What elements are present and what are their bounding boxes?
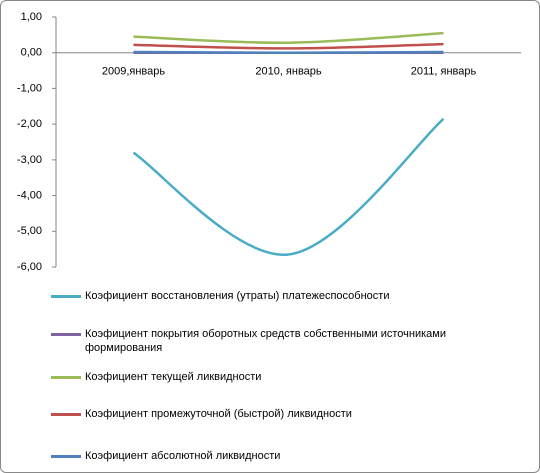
legend-item: Коэфициент восстановления (утраты) плате… — [51, 289, 491, 303]
legend-item: Коэфициент текущей ликвидности — [51, 370, 491, 384]
y-tick-label: -3,00 — [17, 154, 42, 166]
legend-swatch — [51, 455, 81, 458]
legend-swatch — [51, 333, 81, 336]
x-tick-label: 2010, январь — [255, 66, 322, 78]
series-line — [132, 117, 445, 256]
legend-item: Коэфициент покрытия оборотных средств со… — [51, 327, 491, 355]
y-tick-label: -6,00 — [17, 261, 42, 273]
series-line — [133, 42, 444, 50]
y-tick-label: 0,00 — [21, 47, 42, 59]
legend-label: Коэфициент восстановления (утраты) плате… — [85, 290, 390, 302]
legend-item: Коэфициент промежуточной (быстрой) ликви… — [51, 407, 491, 421]
y-tick-label: -2,00 — [17, 118, 42, 130]
legend-label: Коэфициент покрытия оборотных средств со… — [85, 328, 447, 354]
legend-item: Коэфициент абсолютной ликвидности — [51, 449, 491, 463]
y-tick-label: -4,00 — [17, 189, 42, 201]
y-tick-label: 1,00 — [21, 11, 42, 23]
series-line — [133, 50, 444, 54]
legend-swatch — [51, 413, 81, 416]
legend-swatch — [51, 376, 81, 379]
x-tick-label: 2011, январь — [411, 66, 477, 78]
series-line — [133, 31, 444, 44]
x-tick-label: 2009,январь — [102, 66, 166, 78]
legend-label: Коэфициент абсолютной ликвидности — [85, 450, 281, 462]
legend-label: Коэфициент промежуточной (быстрой) ликви… — [85, 408, 352, 420]
y-tick-label: -1,00 — [17, 82, 42, 94]
y-tick-label: -5,00 — [17, 225, 42, 237]
legend-label: Коэфициент текущей ликвидности — [85, 371, 262, 383]
legend-swatch — [51, 295, 81, 298]
